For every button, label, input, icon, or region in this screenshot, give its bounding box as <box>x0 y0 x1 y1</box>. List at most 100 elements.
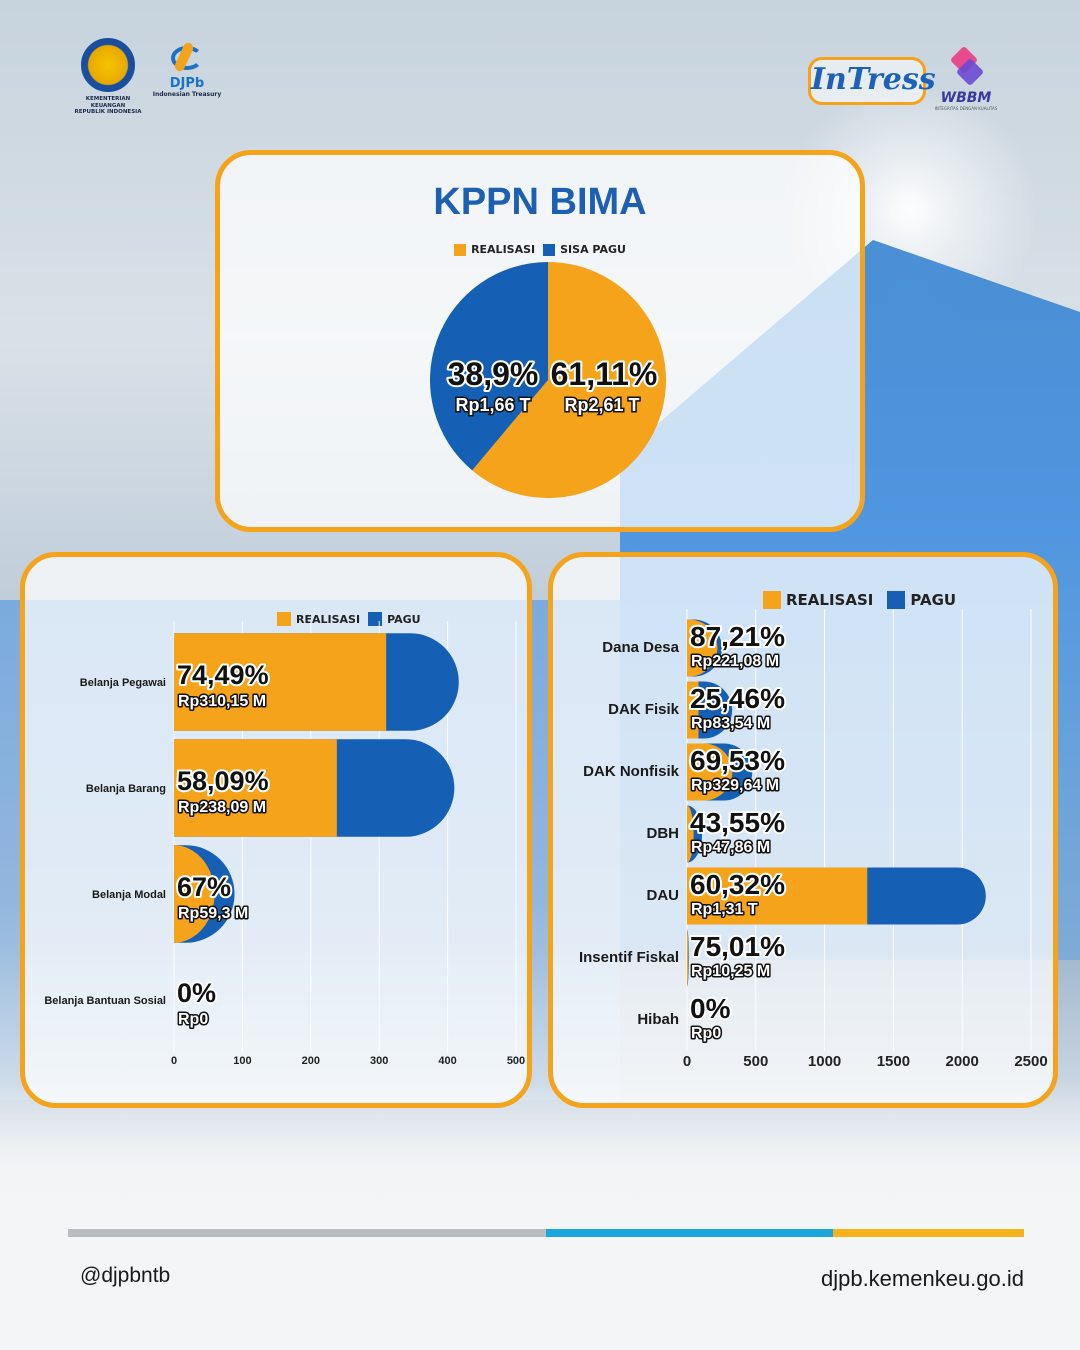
footer-bar-yellow <box>833 1229 1024 1237</box>
data-label-amount: Rp329,64 M <box>691 777 779 794</box>
data-label-amount: Rp221,08 M <box>691 653 779 670</box>
legend-swatch-pagu <box>887 591 906 609</box>
data-label-amount: Rp10,25 M <box>691 963 770 980</box>
wbbm-mark-icon <box>946 45 986 88</box>
pie-label-sisa-percent: 38,9% <box>448 356 539 392</box>
legend-pagu: PAGU <box>887 591 956 609</box>
x-tick-label: 200 <box>302 1055 320 1067</box>
legend-swatch-sisa-pagu <box>543 243 556 256</box>
data-label-percent: 75,01% <box>690 931 785 962</box>
djpb-name: DJPb <box>169 76 205 91</box>
kemenkeu-name: KEMENTERIAN KEUANGAN <box>85 96 131 109</box>
data-label-percent: 25,46% <box>690 683 785 714</box>
wbbm-logo: WBBM INTEGRITAS DENGAN KUALITAS <box>930 45 1002 111</box>
category-label: Belanja Modal <box>92 889 166 901</box>
legend-realisasi: REALISASI <box>454 243 535 256</box>
footer-social[interactable]: @djpbntb <box>80 1264 171 1287</box>
data-label-amount: Rp310,15 M <box>178 693 266 710</box>
data-label-percent: 43,55% <box>690 807 785 838</box>
category-label: Belanja Barang <box>86 783 166 795</box>
transfer-panel: REALISASI PAGU 0 500 1000 1500 2000 2500 Dana … <box>548 552 1058 1108</box>
legend-pagu: PAGU <box>368 612 421 626</box>
legend-swatch-realisasi <box>277 612 291 626</box>
pie-chart: 38,9% Rp1,66 T 61,11% Rp2,61 T <box>430 262 666 498</box>
bar-realisasi <box>687 929 689 987</box>
data-label-amount: Rp47,86 M <box>691 839 770 856</box>
pie-label-realisasi-percent: 61,11% <box>551 356 658 392</box>
bar-realisasi <box>687 619 718 677</box>
djpb-logo: DJPb Indonesian Treasury <box>152 41 222 98</box>
legend-label-pagu: PAGU <box>387 612 421 626</box>
bar-realisasi <box>174 739 337 837</box>
legend-label-realisasi: REALISASI <box>296 612 361 626</box>
data-label-percent: 58,09% <box>177 766 269 796</box>
category-label: Hibah <box>637 1011 679 1028</box>
data-label-amount: Rp0 <box>691 1025 721 1042</box>
x-tick-label: 2500 <box>1014 1053 1047 1070</box>
kemenkeu-subname: REPUBLIK INDONESIA <box>74 109 142 116</box>
x-tick-label: 1000 <box>808 1053 841 1070</box>
x-tick-label: 500 <box>507 1055 525 1067</box>
data-label-amount: Rp0 <box>178 1011 208 1028</box>
belanja-bar-chart: 0 100 200 300 400 500 Belanja Pegawai 74,49% Rp3… <box>44 621 525 1067</box>
x-tick-label: 2000 <box>946 1053 979 1070</box>
category-label: Dana Desa <box>602 639 679 656</box>
data-label-percent: 69,53% <box>690 745 785 776</box>
bar-realisasi <box>687 743 733 801</box>
background-fade <box>0 1080 1080 1350</box>
category-label: DBH <box>647 825 680 842</box>
data-label-percent: 0% <box>690 993 731 1024</box>
footer-website[interactable]: djpb.kemenkeu.go.id <box>820 1266 1024 1291</box>
category-label: DAK Nonfisik <box>583 763 679 780</box>
data-label-percent: 67% <box>177 872 231 902</box>
category-label: DAU <box>647 887 680 904</box>
legend-swatch-realisasi <box>454 243 467 256</box>
legend-realisasi: REALISASI <box>763 591 873 609</box>
wbbm-subname: INTEGRITAS DENGAN KUALITAS <box>934 106 998 111</box>
kemenkeu-emblem-icon <box>81 38 135 92</box>
category-label: Belanja Bantuan Sosial <box>44 995 166 1007</box>
bar-realisasi <box>687 867 868 925</box>
pie-slice-sisa-pagu <box>430 262 548 471</box>
x-tick-label: 100 <box>233 1055 251 1067</box>
legend-swatch-realisasi <box>763 591 781 609</box>
kemenkeu-logo: KEMENTERIAN KEUANGAN REPUBLIK INDONESIA <box>68 38 148 116</box>
x-tick-label: 300 <box>370 1055 388 1067</box>
category-label: Belanja Pegawai <box>80 677 166 689</box>
data-label-percent: 87,21% <box>690 621 785 652</box>
pie-slice-realisasi <box>472 262 666 498</box>
data-label-amount: Rp59,3 M <box>178 905 248 922</box>
data-label-amount: Rp83,54 M <box>691 715 770 732</box>
bar-realisasi <box>174 633 387 731</box>
transfer-bar-chart: 0 500 1000 1500 2000 2500 Dana Desa 87,21%Rp221… <box>579 609 1048 1070</box>
transfer-legend: REALISASI PAGU <box>763 591 956 609</box>
pie-legend: REALISASI SISA PAGU <box>220 243 860 256</box>
legend-swatch-pagu <box>368 612 383 626</box>
footer-bar-gray <box>68 1229 546 1237</box>
pie-label-sisa-amount: Rp1,66 T <box>455 395 530 415</box>
data-label-amount: Rp238,09 M <box>178 799 266 816</box>
x-tick-label: 0 <box>683 1053 691 1070</box>
legend-label-sisa-pagu: SISA PAGU <box>560 243 626 256</box>
x-tick-label: 400 <box>438 1055 456 1067</box>
footer-color-bar <box>68 1229 1024 1237</box>
category-label: DAK Fisik <box>608 701 680 718</box>
bar-realisasi <box>687 805 694 863</box>
data-label-percent: 0% <box>177 978 216 1008</box>
category-label: Insentif Fiskal <box>579 949 679 966</box>
wbbm-name: WBBM <box>940 90 992 106</box>
bar-realisasi <box>174 845 215 943</box>
data-label-percent: 74,49% <box>177 660 269 690</box>
footer-bar-blue <box>546 1229 833 1237</box>
x-tick-label: 0 <box>171 1055 177 1067</box>
x-tick-label: 500 <box>743 1053 768 1070</box>
legend-realisasi: REALISASI <box>277 612 360 626</box>
intress-logo: InTress <box>808 57 936 105</box>
djpb-subname: Indonesian Treasury <box>152 91 222 98</box>
pie-panel: KPPN BIMA REALISASI SISA PAGU 38,9% Rp1,6… <box>215 150 865 532</box>
pie-title: KPPN BIMA <box>433 181 647 223</box>
pie-label-realisasi-amount: Rp2,61 T <box>564 395 639 415</box>
kemenkeu-text: KEMENTERIAN KEUANGAN REPUBLIK INDONESIA <box>68 96 148 116</box>
legend-sisa-pagu: SISA PAGU <box>543 243 626 256</box>
bar-realisasi <box>687 681 699 739</box>
